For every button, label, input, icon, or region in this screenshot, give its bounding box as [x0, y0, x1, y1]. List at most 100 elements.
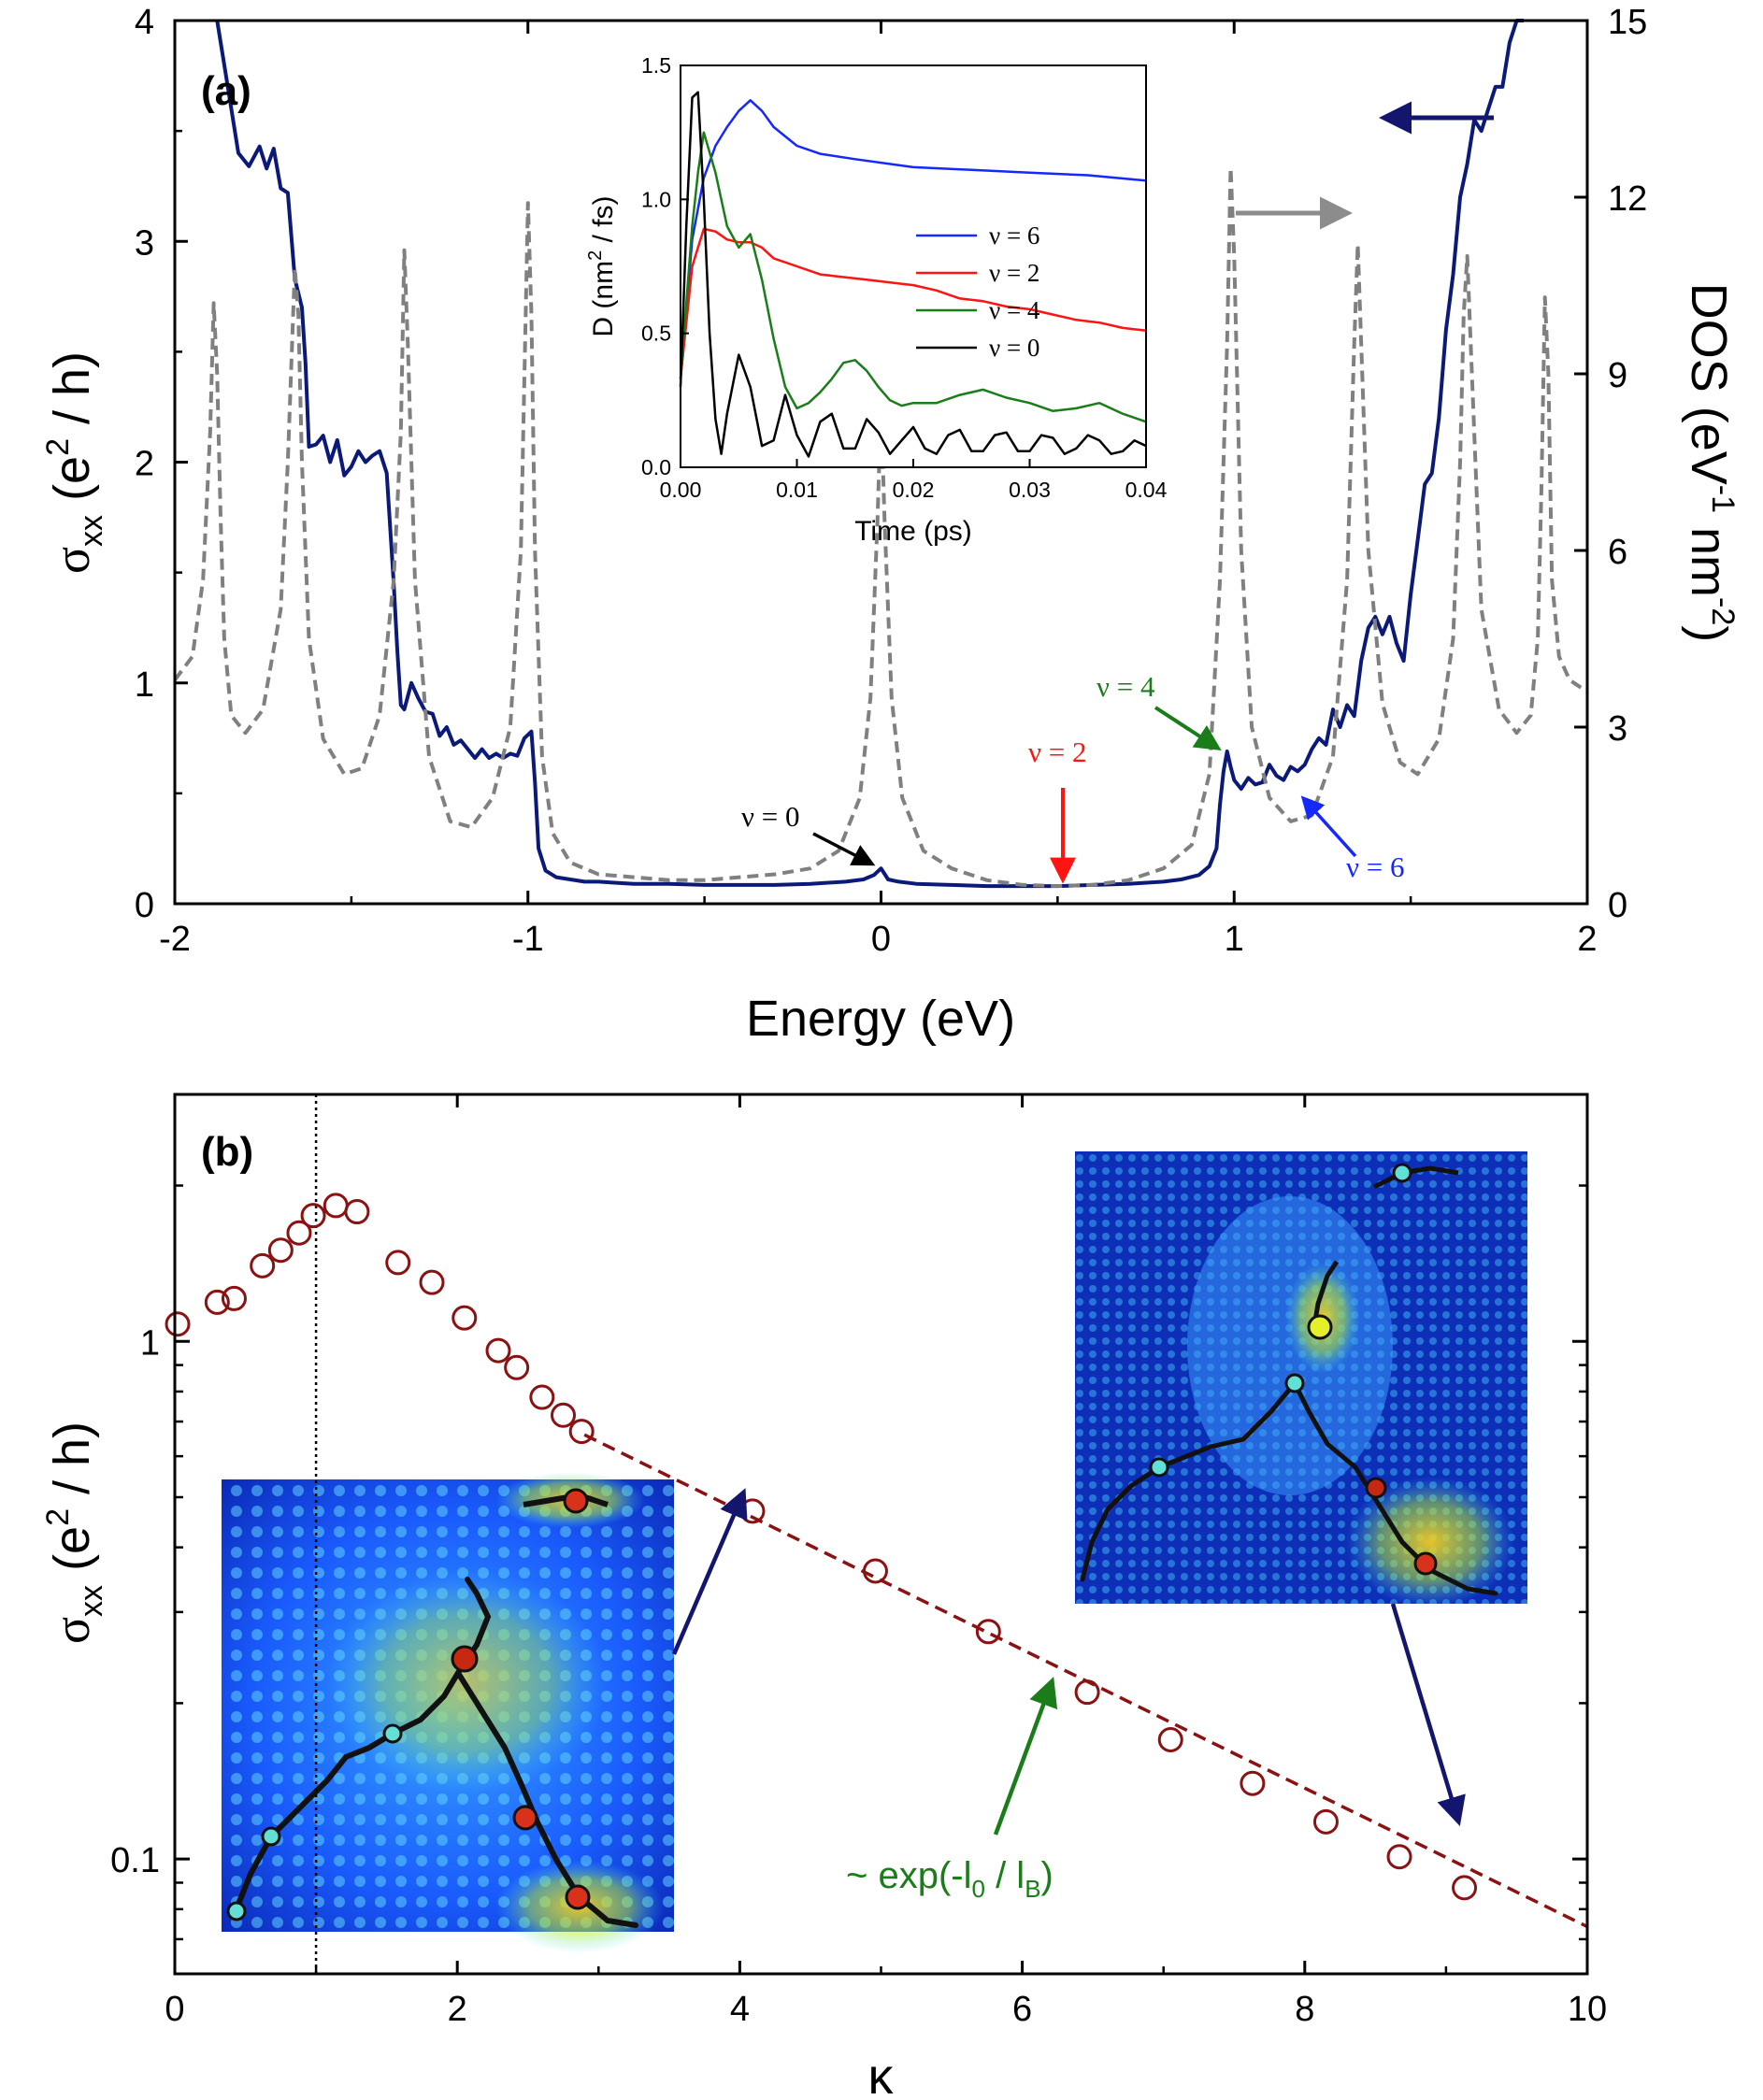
- panel-b-ticks: 0 2 4 6 8 10 0.1 1: [110, 1093, 1607, 2029]
- data-point: [1157, 1726, 1183, 1752]
- sigma-xx-curve: [215, 19, 1524, 889]
- data-point: [504, 1354, 530, 1380]
- panel-b-ylabel: σxx (e2 / h): [40, 1421, 109, 1644]
- inset-legend: ν = 6 ν = 2 ν = 4 ν = 0: [916, 221, 1040, 362]
- data-point: [267, 1237, 294, 1264]
- dos-curve: [173, 165, 1589, 889]
- b-xtick-label: 10: [1568, 1990, 1607, 2029]
- data-point: [529, 1384, 555, 1410]
- a-xtick-label: 1: [1225, 920, 1244, 959]
- legend-label: ν = 0: [989, 334, 1039, 362]
- a-ytick-left-label: 0: [135, 886, 154, 925]
- data-point: [975, 1619, 1001, 1645]
- data-point: [1452, 1875, 1478, 1901]
- data-point: [322, 1193, 349, 1219]
- data-point: [1386, 1844, 1412, 1870]
- data-point: [250, 1252, 276, 1279]
- inset-xlabel: Time (ps): [854, 516, 972, 547]
- fit-label: ~ exp(-l0 / lB): [846, 1855, 1054, 1903]
- inset-ylabel: D (nm2 / fs): [585, 195, 619, 336]
- data-point: [344, 1199, 370, 1225]
- inset-xtick-label: 0.03: [1009, 478, 1051, 502]
- nu6-label: ν = 6: [1346, 850, 1405, 883]
- panel-a-curves: [173, 19, 1589, 889]
- a-ytick-right-label: 9: [1608, 356, 1627, 395]
- a-ytick-left-label: 2: [135, 445, 154, 484]
- inset-xtick-label: 0.01: [776, 478, 818, 502]
- data-point: [286, 1220, 312, 1246]
- panel-b: 0 2 4 6 8 10 0.1 1 (b) κ σxx (e2 / h) ~ exp(-l0…: [40, 1093, 1607, 2100]
- data-point: [204, 1289, 230, 1315]
- a-xtick-label: -1: [512, 920, 544, 959]
- data-point: [452, 1305, 478, 1331]
- data-point: [862, 1558, 888, 1584]
- panel-b-plot: [165, 1094, 1588, 1974]
- inset-curves: [679, 91, 1147, 458]
- inset-xtick-label: 0.04: [1125, 478, 1168, 502]
- panel-b-xlabel: κ: [868, 2049, 895, 2100]
- a-xtick-label: 0: [871, 920, 891, 959]
- inset-xtick-label: 0.02: [893, 478, 935, 502]
- data-point: [385, 1250, 411, 1276]
- panel-a-inset: 0.00 0.01 0.02 0.03 0.04 0.0 0.5 1.0 1.5 Time (p…: [585, 53, 1168, 547]
- data-point: [1312, 1808, 1339, 1835]
- a-xtick-label: 2: [1577, 920, 1597, 959]
- legend-label: ν = 2: [989, 259, 1039, 287]
- panel-a-xlabel: Energy (eV): [746, 991, 1015, 1047]
- data-point: [221, 1285, 247, 1311]
- data-point: [165, 1311, 191, 1337]
- a-ytick-left-label: 4: [135, 3, 154, 42]
- a-xtick-label: -2: [159, 920, 191, 959]
- b-xtick-label: 6: [1012, 1990, 1032, 2029]
- a-ytick-right-label: 3: [1608, 709, 1627, 749]
- molecule-chain-right: [1080, 1379, 1498, 1596]
- legend-label: ν = 4: [989, 296, 1040, 324]
- panel-b-label: (b): [201, 1129, 253, 1175]
- fit-arrow: [993, 1677, 1058, 1836]
- a-ytick-right-label: 0: [1608, 886, 1627, 925]
- nu6-arrow: [1300, 795, 1357, 858]
- b-ytick-label: 1: [140, 1323, 160, 1363]
- panel-a-label: (a): [201, 68, 251, 114]
- inset-ytick-label: 0.0: [641, 455, 671, 479]
- data-point: [419, 1269, 445, 1295]
- inset-ytick-label: 0.5: [641, 321, 671, 346]
- heatmap-inset-right: [1075, 1151, 1527, 1607]
- data-point: [568, 1419, 595, 1445]
- nu4-curve: [679, 131, 1147, 423]
- b-xtick-label: 4: [730, 1990, 750, 2029]
- b-xtick-label: 8: [1295, 1990, 1314, 2029]
- legend-label: ν = 6: [989, 221, 1039, 250]
- nu0-label: ν = 0: [741, 800, 800, 833]
- data-point: [485, 1337, 511, 1364]
- a-ytick-right-label: 6: [1608, 533, 1627, 572]
- nu2-label: ν = 2: [1028, 736, 1087, 768]
- panel-a-ylabel-left: σxx (e2 / h): [40, 351, 109, 574]
- data-point: [1074, 1679, 1100, 1706]
- heatmap-inset-left: [222, 1472, 674, 1953]
- a-ytick-left-label: 1: [135, 665, 154, 705]
- inset-ytick-label: 1.5: [641, 53, 671, 78]
- data-point: [300, 1203, 326, 1229]
- nu0-curve: [679, 91, 1147, 458]
- b-ytick-label: 0.1: [110, 1841, 160, 1880]
- inset-right-arrow: [1390, 1603, 1466, 1827]
- nu0-arrow: [812, 832, 876, 866]
- inset-left-arrow: [671, 1488, 748, 1655]
- b-xtick-label: 0: [165, 1990, 184, 2029]
- a-ytick-right-label: 12: [1608, 179, 1647, 219]
- a-ytick-right-label: 15: [1608, 3, 1647, 42]
- nu2-curve: [679, 227, 1147, 379]
- inset-ticks: 0.00 0.01 0.02 0.03 0.04 0.0 0.5 1.0 1.5: [641, 53, 1168, 502]
- data-point: [1240, 1770, 1266, 1796]
- panel-a-ylabel-right: DOS (eV-1 nm-2): [1681, 283, 1741, 643]
- data-point: [551, 1402, 577, 1428]
- inset-xtick-label: 0.00: [660, 478, 702, 502]
- inset-ytick-label: 1.0: [641, 187, 671, 211]
- a-ytick-left-label: 3: [135, 223, 154, 263]
- b-xtick-label: 2: [448, 1990, 467, 2029]
- nu4-label: ν = 4: [1096, 670, 1155, 703]
